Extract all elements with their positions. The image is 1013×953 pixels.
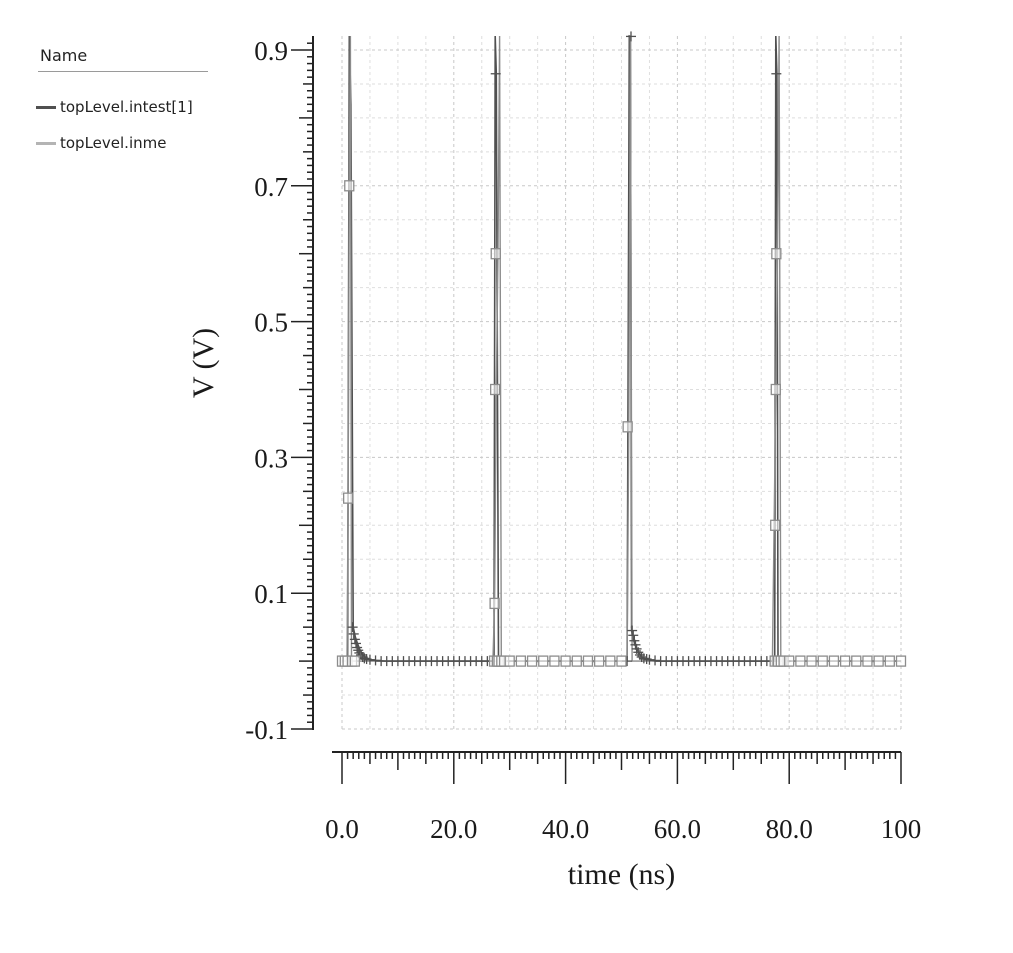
data-point [626,31,637,42]
y-tick-label: 0.5 [254,308,288,338]
data-point [627,625,638,636]
legend-title: Name [40,46,88,65]
data-point [650,655,661,666]
data-point [526,655,538,667]
data-point [605,655,616,667]
data-point [630,639,641,650]
data-point [538,655,549,667]
data-point [817,655,828,667]
data-point [629,635,640,646]
data-point [839,655,851,667]
legend-swatch-inme [36,142,56,145]
data-point [490,68,501,79]
data-point [490,248,501,260]
legend-label-inme: topLevel.inme [60,134,167,152]
data-point [571,655,582,667]
y-axis-title: V (V) [187,328,220,398]
data-point [828,655,840,667]
y-tick-label: 0.9 [254,36,288,66]
data-point [359,653,370,664]
data-point [349,634,360,645]
series-markers [336,31,907,667]
data-point [347,622,358,633]
data-point [364,654,375,665]
data-point [370,655,381,666]
data-point [560,655,571,667]
data-point [582,655,594,667]
data-point [349,655,361,667]
data-point [622,421,633,433]
x-tick-label: 0.0 [325,814,359,844]
y-tick-label: 0.7 [254,172,288,202]
x-tick-label: 100 [881,814,922,844]
data-point [489,597,500,610]
data-point [628,630,639,641]
legend-swatch-intest [36,106,56,109]
data-point [795,655,806,667]
data-point [771,248,782,260]
data-point [644,654,655,665]
x-tick-label: 20.0 [430,814,477,844]
plot-grid [341,36,902,730]
data-point [616,655,627,667]
data-point [549,655,560,667]
y-tick-label: 0.3 [254,443,288,473]
data-point [593,655,605,667]
data-point [806,655,817,667]
data-point [884,655,895,667]
x-tick-label: 60.0 [654,814,701,844]
axis-labels: 0.9 0.7 0.5 0.3 0.1 -0.1 0.0 20.0 40.0 60.0 80.0 10… [187,36,921,891]
data-point [771,68,782,79]
data-point [490,383,501,396]
data-point [873,655,884,667]
data-point [895,655,907,667]
x-axis-title: time (ns) [568,858,675,891]
data-point [348,628,359,639]
x-tick-label: 40.0 [542,814,589,844]
data-point [784,655,795,667]
data-point [342,492,354,504]
data-point [350,638,361,649]
data-point [344,180,355,192]
y-tick-label: 0.1 [254,579,288,609]
legend-divider [38,71,208,72]
axes [291,36,902,784]
data-point [770,519,781,531]
data-point [770,383,781,396]
y-tick-label: -0.1 [245,715,288,745]
data-point [636,652,647,663]
legend-label-intest: topLevel.intest[1] [60,98,193,116]
data-point [515,655,527,667]
data-point [504,655,515,667]
x-tick-label: 80.0 [766,814,813,844]
data-point [851,655,862,667]
data-point [862,655,873,667]
